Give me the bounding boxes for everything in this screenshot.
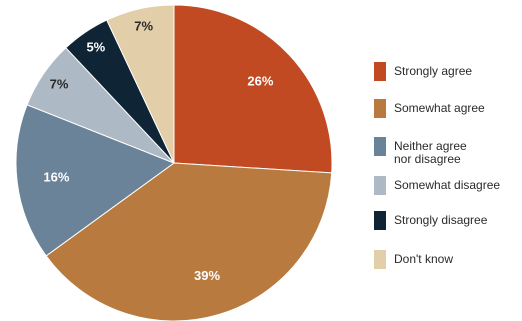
slice-value-label: 26% [247, 73, 273, 88]
legend-label: Strongly disagree [394, 213, 488, 227]
pie-slice [106, 4, 175, 164]
legend-item: Somewhat agree [374, 99, 485, 118]
slice-value-label: 5% [86, 39, 105, 54]
pie-slice [173, 4, 333, 174]
slice-value-label: 7% [50, 76, 69, 91]
legend-swatch [374, 137, 386, 156]
legend-label: Neither agree nor disagree [394, 139, 467, 166]
legend-label: Don't know [394, 252, 453, 266]
legend-item: Strongly agree [374, 62, 472, 81]
slice-value-label: 39% [194, 268, 220, 283]
legend-item: Neither agree nor disagree [374, 137, 467, 166]
legend-swatch [374, 211, 386, 230]
pie-slice [45, 162, 333, 321]
legend-item: Somewhat disagree [374, 176, 500, 195]
legend-item: Don't know [374, 250, 453, 269]
legend-swatch [374, 99, 386, 118]
slice-value-label: 7% [134, 19, 153, 34]
legend-item: Strongly disagree [374, 211, 487, 230]
legend-label: Somewhat agree [394, 101, 485, 115]
pie-slice [15, 104, 176, 257]
legend-swatch [374, 62, 386, 81]
legend-label: Strongly agree [394, 64, 473, 78]
legend-swatch [374, 250, 386, 269]
slice-value-label: 16% [43, 169, 69, 184]
legend-label: Somewhat disagree [394, 178, 501, 192]
legend-swatch [374, 176, 386, 195]
